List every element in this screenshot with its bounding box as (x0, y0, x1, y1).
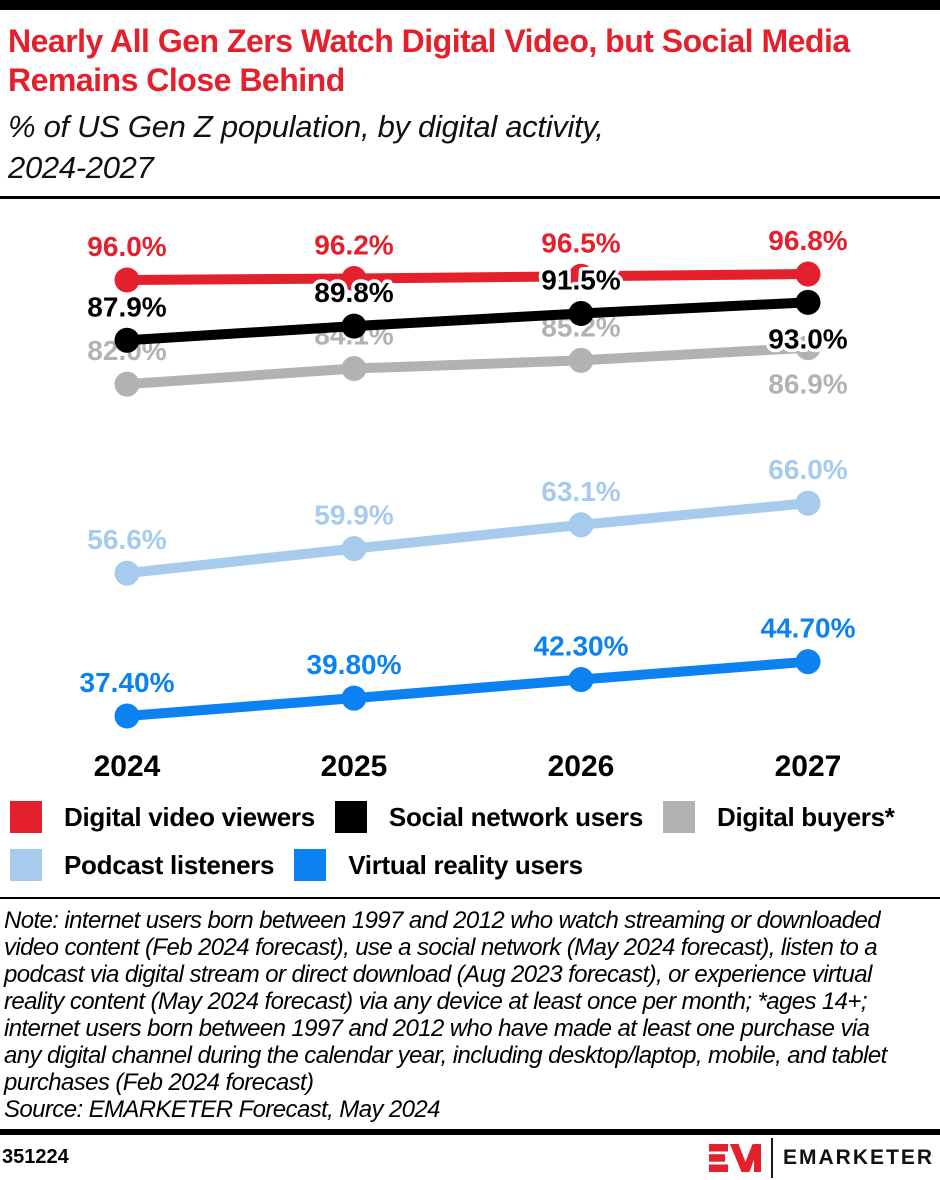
emarketer-logo-icon (708, 1143, 761, 1172)
data-label: 96.8% (768, 225, 847, 256)
data-point (341, 266, 367, 292)
data-label: 66.0% (768, 454, 847, 485)
data-point (114, 371, 140, 397)
data-point (341, 536, 367, 562)
data-point (568, 512, 594, 538)
legend-label: Social network users (388, 801, 644, 832)
data-label: 37.40% (80, 667, 175, 698)
data-label: 93.0% (768, 323, 847, 354)
header: Nearly All Gen Zers Watch Digital Video,… (0, 10, 940, 196)
legend-label: Digital buyers* (717, 801, 895, 832)
legend-swatch-icon (334, 801, 367, 833)
legend-item: Virtual reality users (294, 849, 583, 881)
legend-swatch-icon (10, 801, 42, 833)
data-label: 56.6% (87, 524, 166, 555)
page-title: Nearly All Gen Zers Watch Digital Video,… (8, 23, 850, 98)
legend-label: Virtual reality users (348, 849, 583, 880)
top-bar (0, 0, 940, 10)
emarketer-wordmark: EMARKETER (782, 1145, 934, 1169)
legend-label: Digital video viewers (64, 801, 315, 832)
data-label: 89.8% (314, 277, 393, 308)
legend-row-2: Podcast listeners Virtual reality users (10, 849, 940, 881)
x-axis-label: 2024 (94, 750, 161, 783)
data-label: 63.1% (541, 476, 620, 507)
data-point (568, 667, 594, 693)
legend-item: Digital video viewers (10, 801, 315, 833)
x-axis-label: 2026 (548, 750, 615, 783)
data-label: 87.9% (87, 291, 166, 322)
data-point (795, 261, 821, 287)
series-line (126, 498, 809, 579)
footer: 351224 EMARKETER (0, 1135, 940, 1180)
data-point (795, 289, 821, 315)
data-point (568, 263, 594, 289)
data-label: 42.30% (534, 631, 629, 662)
note-divider (0, 897, 940, 899)
data-point (795, 490, 821, 516)
data-point (341, 356, 367, 382)
data-label: 39.80% (307, 649, 402, 680)
series-line (126, 656, 809, 721)
footer-chart-id: 351224 (2, 1146, 69, 1168)
legend-swatch-icon (663, 801, 696, 833)
data-point (568, 300, 594, 326)
data-point (341, 685, 367, 711)
note-text: Note: internet users born between 1997 a… (4, 907, 887, 1096)
header-divider (0, 196, 940, 199)
data-point (795, 649, 821, 675)
logo-divider (770, 1137, 773, 1178)
data-point (114, 703, 140, 729)
legend-swatch-icon (294, 849, 327, 881)
x-axis-label: 2027 (775, 750, 842, 783)
chart-legend: Digital video viewers Social network user… (0, 789, 940, 897)
data-point (114, 327, 140, 353)
legend-swatch-icon (10, 849, 42, 881)
data-point (114, 267, 140, 293)
data-label: 91.5% (541, 264, 620, 295)
data-label: 86.9% (768, 369, 847, 400)
legend-item: Podcast listeners (10, 849, 275, 881)
x-axis-label: 2025 (321, 750, 388, 783)
data-point (114, 560, 140, 586)
data-label: 59.9% (314, 500, 393, 531)
legend-item: Digital buyers* (663, 801, 895, 833)
data-label: 44.70% (761, 613, 856, 644)
series-line (126, 269, 809, 285)
data-point (341, 313, 367, 339)
data-point (568, 347, 594, 373)
data-point (795, 335, 821, 361)
series-line (126, 297, 809, 346)
emarketer-logo: EMARKETER (708, 1137, 934, 1178)
note-section: Note: internet users born between 1997 a… (0, 899, 940, 1123)
series-line (126, 342, 809, 390)
legend-label: Podcast listeners (64, 849, 275, 880)
legend-item: Social network users (334, 801, 644, 833)
bottom-bar (0, 1129, 940, 1135)
page-subtitle: % of US Gen Z population, by digital act… (8, 109, 604, 185)
line-chart: 202420252026202782.0%84.1%85.2%86.9%96.0… (0, 199, 940, 789)
source-text: Source: EMARKETER Forecast, May 2024 (4, 1096, 441, 1123)
data-label: 96.2% (314, 230, 393, 261)
data-label: 96.0% (87, 231, 166, 262)
data-label: 96.5% (541, 227, 620, 258)
legend-row-1: Digital video viewers Social network user… (10, 801, 940, 833)
chart-svg: 202420252026202782.0%84.1%85.2%86.9%96.0… (76, 222, 859, 783)
